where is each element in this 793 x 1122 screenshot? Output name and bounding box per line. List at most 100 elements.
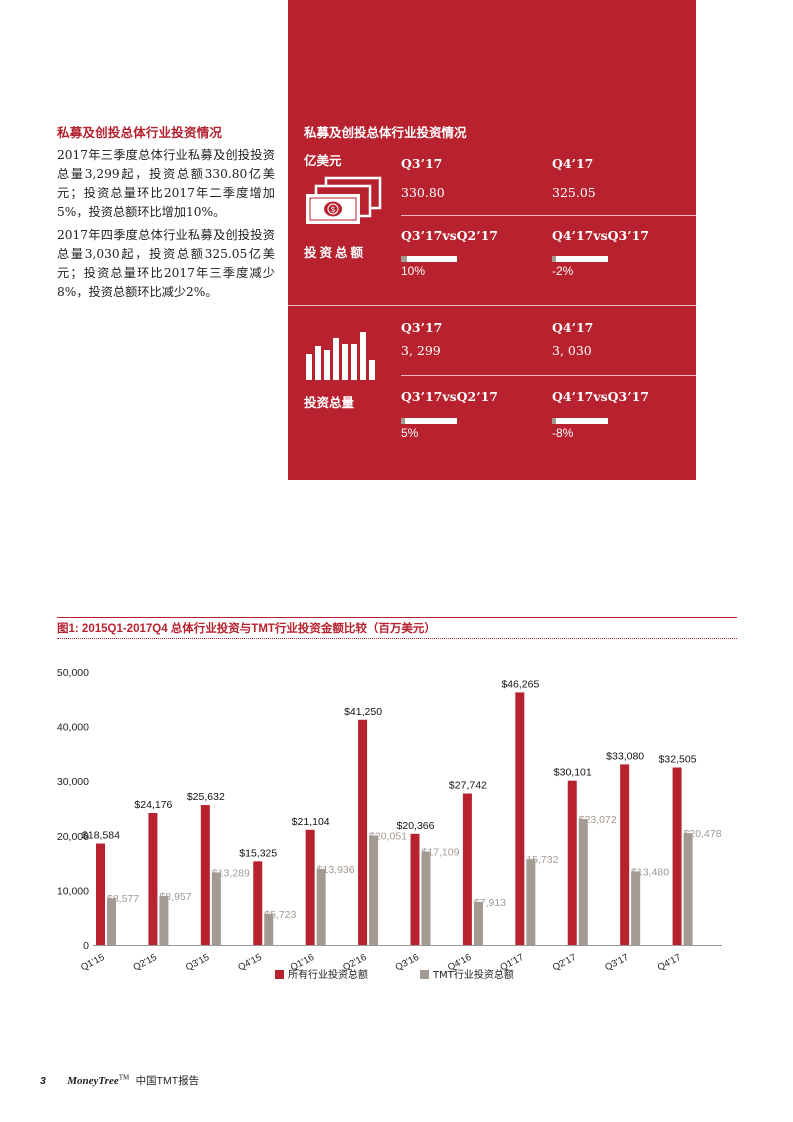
bar-all-industry [620,764,630,945]
data-label-all-industry: $21,104 [292,816,330,828]
bar-all-industry [567,780,577,945]
volume-q4-header: Q4’17 [552,320,594,335]
volume-cmp2-header: Q4’17vsQ3’17 [552,389,649,404]
data-label-all-industry: $32,505 [659,754,697,766]
bar-all-industry [305,829,315,945]
amount-q4-value: 325.05 [552,185,596,200]
volume-q4-value: 3, 030 [552,343,592,358]
data-label-tmt: $13,480 [631,866,669,878]
bar-all-industry [672,767,682,945]
legend-swatch-all-industry [275,970,284,979]
section-title: 私募及创投总体行业投资情况 [57,125,223,140]
amount-cmp1-header: Q3’17vsQ2’17 [401,228,498,243]
panel-unit: 亿美元 [304,153,342,168]
divider [401,375,696,376]
data-label-tmt: 15,732 [526,854,558,866]
data-label-all-industry: $46,265 [501,678,539,690]
data-label-all-industry: $18,584 [82,830,120,842]
section-divider [288,305,696,306]
bar-tmt [526,859,536,945]
data-label-tmt: $7,913 [474,897,506,909]
x-tick-label: Q3'15 [184,952,211,973]
amount-q4-header: Q4’17 [552,156,594,171]
legend-label-all-industry: 所有行业投资总额 [288,968,368,981]
volume-q3-header: Q3’17 [401,320,443,335]
amount-cmp1-bar-fill [401,256,407,262]
x-tick-label: Q3'16 [394,952,421,973]
volume-cmp1-value: 5% [401,426,419,440]
volume-cmp1-header: Q3’17vsQ2’17 [401,389,498,404]
data-label-tmt: $13,289 [212,867,250,879]
data-label-all-industry: $33,080 [606,750,644,762]
bar-all-industry [96,843,105,945]
data-label-all-industry: $27,742 [449,780,487,792]
divider [401,215,696,216]
chart-dotted-rule [57,638,737,639]
bar-tmt [107,898,116,945]
y-tick-label: 40,000 [57,722,89,734]
y-tick-label: 10,000 [57,885,89,897]
legend-label-tmt: TMT行业投资总额 [432,968,514,981]
x-tick-label: Q2'17 [551,952,578,973]
y-tick-label: 20,000 [57,831,89,843]
amount-cmp1-bar [401,256,457,262]
bar-all-industry [253,861,263,945]
data-label-tmt: $17,109 [422,847,460,859]
chart-title: 图1: 2015Q1-2017Q4 总体行业投资与TMT行业投资金额比较（百万美… [57,623,436,635]
x-tick-label: Q1'15 [79,952,106,973]
data-label-tmt: $13,936 [317,864,355,876]
volume-q3-value: 3, 299 [401,343,441,358]
bar-tmt [264,913,274,945]
y-tick-label: 50,000 [57,667,89,679]
amount-cmp2-bar [552,256,608,262]
amount-label: 投资总额 [304,245,367,260]
amount-cmp1-value: 10% [401,264,426,278]
bar-tmt [316,868,326,945]
bar-tmt [211,872,221,945]
data-label-all-industry: $20,366 [397,820,435,832]
bar-tmt [369,835,379,945]
trademark: TM [118,1073,130,1082]
bar-tmt [421,851,431,945]
bar-chart: 0 10,000 20,000 30,000 40,000 50,000 $18,584 $8… [57,667,722,981]
amount-cmp2-header: Q4’17vsQ3’17 [552,228,649,243]
data-label-tmt: $8,577 [107,893,139,905]
bar-all-industry [462,793,472,945]
amount-q3-header: Q3’17 [401,156,443,171]
panel-title: 私募及创投总体行业投资情况 [304,125,467,140]
data-label-all-industry: $15,325 [239,847,277,859]
bar-all-industry [410,833,420,945]
data-label-tmt: $5,723 [264,909,296,921]
data-label-tmt: $20,051 [369,831,407,843]
bar-all-industry [358,719,368,945]
x-tick-label: Q3'17 [603,952,630,973]
brand-name: MoneyTree [67,1075,119,1087]
paragraph-q4: 2017年四季度总体行业私募及创投投资总量3,030起，投资总额325.05亿美… [57,228,275,299]
money-stack-icon: $ [304,176,384,228]
volume-cmp1-bar-fill [401,418,405,424]
bar-tmt [159,896,169,945]
bar-tmt [578,819,588,945]
data-label-all-industry: $30,101 [554,767,592,779]
y-tick-label: 0 [83,940,89,952]
svg-text:$: $ [330,205,335,214]
data-label-tmt: $20,478 [684,828,722,840]
paragraph-q3: 2017年三季度总体行业私募及创投投资总量3,299起，投资总额330.80亿美… [57,148,275,219]
data-label-all-industry: $41,250 [344,706,382,718]
x-tick-label: Q4'17 [656,952,683,973]
bar-tmt [631,871,641,945]
report-name: 中国TMT报告 [135,1075,200,1087]
data-label-all-industry: $24,176 [134,799,172,811]
bar-all-industry [515,692,525,945]
page-number: 3 [40,1075,46,1087]
y-tick-label: 30,000 [57,776,89,788]
volume-cmp2-bar [552,418,608,424]
volume-cmp1-bar [401,418,457,424]
page-footer: 3 MoneyTreeTM 中国TMT报告 [40,1073,199,1088]
amount-cmp2-value: -2% [552,264,574,278]
bar-all-industry [200,805,210,945]
bar-tmt [683,833,693,945]
bar-chart-icon [304,332,384,380]
volume-cmp2-value: -8% [552,426,574,440]
chart-top-rule [57,617,737,618]
